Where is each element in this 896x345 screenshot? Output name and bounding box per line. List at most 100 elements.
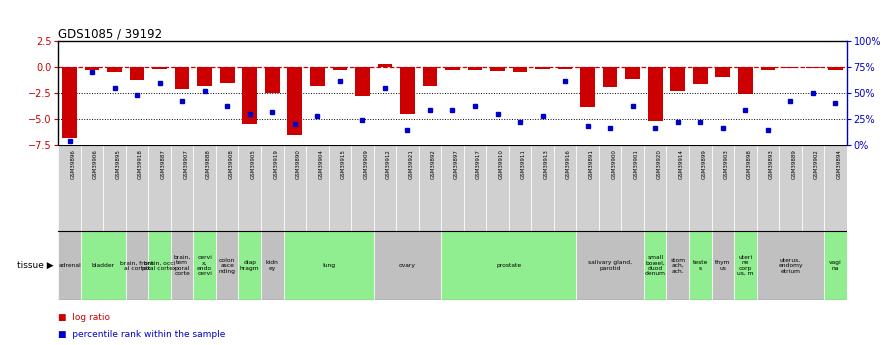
Bar	[125, 145, 149, 231]
Bar	[58, 145, 81, 231]
Bar	[711, 145, 734, 231]
Bar	[581, 67, 595, 107]
Bar	[806, 67, 820, 68]
Text: GSM39906: GSM39906	[93, 149, 99, 179]
Bar	[108, 67, 122, 72]
Text: GSM39903: GSM39903	[724, 149, 729, 179]
Bar	[261, 231, 283, 300]
Bar	[670, 67, 685, 91]
Bar	[689, 231, 711, 300]
Bar	[644, 231, 667, 300]
Text: GSM39905: GSM39905	[251, 149, 256, 179]
Text: GSM39887: GSM39887	[160, 149, 166, 179]
Bar	[374, 231, 441, 300]
Bar	[667, 145, 689, 231]
Text: GSM39888: GSM39888	[206, 149, 211, 179]
Text: GSM39891: GSM39891	[589, 149, 594, 179]
Text: GSM39889: GSM39889	[791, 149, 797, 179]
Bar	[423, 67, 437, 86]
Text: GSM39911: GSM39911	[521, 149, 526, 179]
Text: GSM39918: GSM39918	[138, 149, 143, 179]
Bar	[58, 231, 81, 300]
Bar	[824, 231, 847, 300]
Text: salivary gland,
parotid: salivary gland, parotid	[588, 260, 633, 271]
Text: GSM39919: GSM39919	[273, 149, 279, 179]
Text: uterus,
endomy
etrium: uterus, endomy etrium	[778, 258, 803, 274]
Bar	[648, 67, 662, 121]
Bar	[171, 231, 194, 300]
Text: GSM39912: GSM39912	[386, 149, 391, 179]
Bar	[329, 145, 351, 231]
Bar	[175, 67, 189, 89]
Bar	[780, 145, 802, 231]
Bar	[761, 67, 775, 70]
Text: GSM39904: GSM39904	[318, 149, 323, 179]
Text: GSM39898: GSM39898	[746, 149, 752, 179]
Bar	[81, 231, 125, 300]
Text: GSM39909: GSM39909	[364, 149, 368, 179]
Bar	[738, 67, 753, 94]
Bar	[445, 67, 460, 70]
Bar	[332, 67, 347, 70]
Text: GSM39894: GSM39894	[837, 149, 841, 179]
Text: adrenal: adrenal	[58, 263, 81, 268]
Bar	[62, 67, 77, 138]
Bar	[85, 67, 99, 70]
Text: GSM39917: GSM39917	[476, 149, 481, 179]
Bar	[734, 145, 756, 231]
Text: GSM39901: GSM39901	[633, 149, 639, 179]
Text: colon
asce
nding: colon asce nding	[219, 258, 236, 274]
Text: GSM39895: GSM39895	[116, 149, 121, 179]
Bar	[194, 231, 216, 300]
Bar	[802, 145, 824, 231]
Bar	[265, 67, 280, 93]
Text: GSM39920: GSM39920	[657, 149, 661, 179]
Text: GSM39916: GSM39916	[566, 149, 572, 179]
Bar	[535, 67, 550, 69]
Bar	[487, 145, 509, 231]
Bar	[441, 231, 576, 300]
Text: GSM39893: GSM39893	[769, 149, 774, 179]
Bar	[125, 231, 149, 300]
Bar	[216, 145, 238, 231]
Bar	[603, 67, 617, 87]
Bar	[396, 145, 418, 231]
Bar	[824, 145, 847, 231]
Text: GSM39913: GSM39913	[544, 149, 548, 179]
Text: stom
ach,
ach.: stom ach, ach.	[670, 258, 685, 274]
Text: GSM39900: GSM39900	[611, 149, 616, 179]
Text: GSM39899: GSM39899	[702, 149, 706, 179]
Text: GSM39896: GSM39896	[71, 149, 75, 179]
Text: GSM39910: GSM39910	[499, 149, 504, 179]
Text: ■  percentile rank within the sample: ■ percentile rank within the sample	[58, 330, 226, 339]
Text: brain,
tem
poral
corte: brain, tem poral corte	[174, 255, 191, 276]
Bar	[130, 67, 144, 80]
Text: lung: lung	[322, 263, 335, 268]
Bar	[468, 67, 482, 70]
Bar	[351, 145, 374, 231]
Bar	[310, 67, 324, 86]
Text: kidn
ey: kidn ey	[266, 260, 279, 271]
Bar	[625, 67, 640, 79]
Bar	[716, 67, 730, 77]
Bar	[216, 231, 238, 300]
Bar	[220, 67, 235, 83]
Text: GSM39921: GSM39921	[409, 149, 414, 179]
Bar	[441, 145, 464, 231]
Bar	[401, 67, 415, 114]
Text: brain, occi
pital cortex: brain, occi pital cortex	[142, 260, 177, 271]
Bar	[756, 145, 780, 231]
Bar	[513, 67, 528, 72]
Bar	[693, 67, 708, 84]
Bar	[377, 63, 392, 67]
Text: GSM39914: GSM39914	[679, 149, 684, 179]
Bar	[238, 231, 261, 300]
Bar	[194, 145, 216, 231]
Bar	[464, 145, 487, 231]
Text: tissue ▶: tissue ▶	[17, 261, 54, 270]
Text: GDS1085 / 39192: GDS1085 / 39192	[58, 27, 162, 40]
Bar	[734, 231, 756, 300]
Bar	[558, 67, 573, 69]
Text: GSM39902: GSM39902	[814, 149, 819, 179]
Bar	[283, 231, 374, 300]
